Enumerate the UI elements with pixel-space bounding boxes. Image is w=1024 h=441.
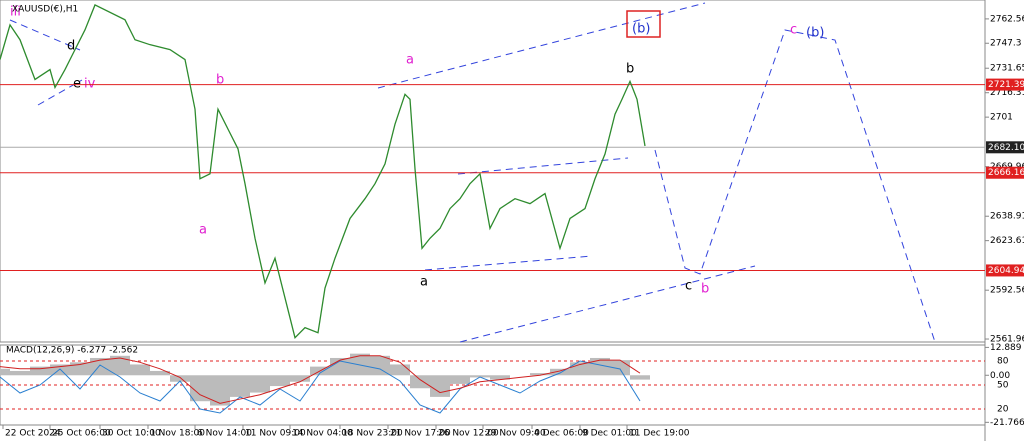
histogram-bar (30, 366, 50, 376)
highlight-box (626, 10, 661, 38)
y-tick-label: 2762.56 (990, 14, 1024, 24)
x-tick-label: 14 Nov 04:00 (292, 429, 353, 439)
wave-label: c (685, 279, 692, 294)
y-tick-label: 2638.91 (990, 212, 1024, 222)
histogram-bar (410, 375, 430, 389)
y-tick-label: -21.766 (990, 418, 1024, 428)
oscillator-line (0, 360, 641, 414)
histogram-bar (450, 375, 470, 384)
histogram-bar (430, 375, 450, 397)
x-tick-label: 11 Nov 09:00 (245, 429, 306, 439)
histogram-bar (190, 375, 210, 402)
x-tick-label: 22 Oct 2024 (5, 429, 61, 439)
histogram-bar (230, 375, 250, 397)
x-tick-label: 6 Nov 14:00 (197, 429, 252, 439)
projection (654, 29, 936, 343)
histogram-bar (10, 370, 30, 376)
wave-label: iii (10, 5, 21, 20)
histogram-bar (110, 355, 130, 376)
y-tick-label: 2716.31 (990, 88, 1024, 98)
wave-label: (b) (806, 26, 824, 41)
histogram-bar (350, 353, 370, 376)
histogram-bar (130, 364, 150, 376)
histogram-bar (550, 368, 570, 376)
level-tag (986, 166, 1024, 179)
trend-line (424, 255, 593, 271)
histogram-bar (170, 375, 190, 382)
y2-tick-label: 50 (997, 381, 1009, 391)
wave-label: b (216, 73, 224, 88)
wave-label: e (73, 77, 81, 92)
x-tick-label: 29 Nov 09:00 (485, 429, 546, 439)
histogram-bar (570, 362, 590, 376)
trend-line (457, 157, 629, 175)
y-tick-label: 2623.61 (990, 236, 1024, 246)
signal-line (0, 355, 641, 404)
x-tick-label: 18 Nov 23:00 (342, 429, 403, 439)
wave-label: a (420, 275, 428, 290)
x-tick-label: 26 Nov 12:00 (438, 429, 499, 439)
histogram-bar (250, 375, 270, 393)
main-pane (0, 0, 986, 343)
x-tick-label: 21 Nov 17:00 (390, 429, 451, 439)
histogram-bar (270, 375, 290, 387)
y-tick-label: 0.00 (990, 371, 1010, 381)
y-tick-label: 2701 (990, 113, 1013, 123)
histogram-bar (630, 375, 650, 380)
y-tick-label: 2731.65 (990, 64, 1024, 74)
current-price-label: 2682.10 (988, 143, 1024, 153)
histogram-bar (590, 357, 610, 376)
histogram-bar (490, 375, 510, 380)
price-line (0, 4, 646, 339)
wave-label: c (790, 23, 797, 38)
histogram-bar (470, 375, 490, 378)
level-tag (986, 78, 1024, 91)
level-label: 2604.94 (988, 266, 1024, 276)
wave-label: b (626, 62, 634, 77)
y-tick-label: 2561.96 (990, 335, 1024, 345)
histogram-bar (390, 364, 410, 376)
level-label: 2666.16 (988, 168, 1024, 178)
histogram-bar (0, 368, 10, 376)
wave-label: b (701, 282, 709, 297)
y2-tick-label: 80 (997, 357, 1009, 367)
histogram-bar (50, 364, 70, 376)
wave-label: a (199, 223, 207, 238)
histogram-bar (370, 355, 390, 376)
x-tick-label: 25 Oct 06:00 (52, 429, 111, 439)
wave-label: d (67, 39, 75, 54)
trend-line (377, 2, 706, 89)
level-tag (986, 264, 1024, 277)
histogram-bar (530, 373, 550, 376)
y2-tick-label: 20 (997, 405, 1009, 415)
wave-label: iv (84, 77, 96, 92)
x-tick-label: 30 Oct 10:00 (102, 429, 161, 439)
x-tick-label: 1 Nov 18:00 (150, 429, 205, 439)
price-tag (986, 141, 1024, 154)
chart-title: XAUUSD(€),H1 (12, 5, 78, 15)
wave-label: (b) (632, 22, 650, 37)
trend-line (459, 265, 756, 343)
histogram-bar (150, 370, 170, 376)
x-tick-label: 9 Dec 01:00 (582, 429, 637, 439)
level-label: 2721.39 (988, 80, 1024, 90)
trend-line (9, 19, 81, 51)
wave-lines (9, 2, 936, 343)
y-tick-label: 2747.3 (990, 39, 1022, 49)
x-tick-label: 4 Dec 06:00 (534, 429, 589, 439)
histogram-bar (70, 362, 90, 376)
y-tick-label: 12.889 (990, 343, 1022, 353)
indicator-label: MACD(12,26,9) -6.277 -2.562 (6, 346, 138, 356)
y-tick-label: 2592.56 (990, 286, 1024, 296)
histogram-bar (290, 375, 310, 382)
x-tick-label: 11 Dec 19:00 (629, 429, 690, 439)
histogram-bar (210, 375, 230, 406)
wave-label: a (406, 53, 414, 68)
